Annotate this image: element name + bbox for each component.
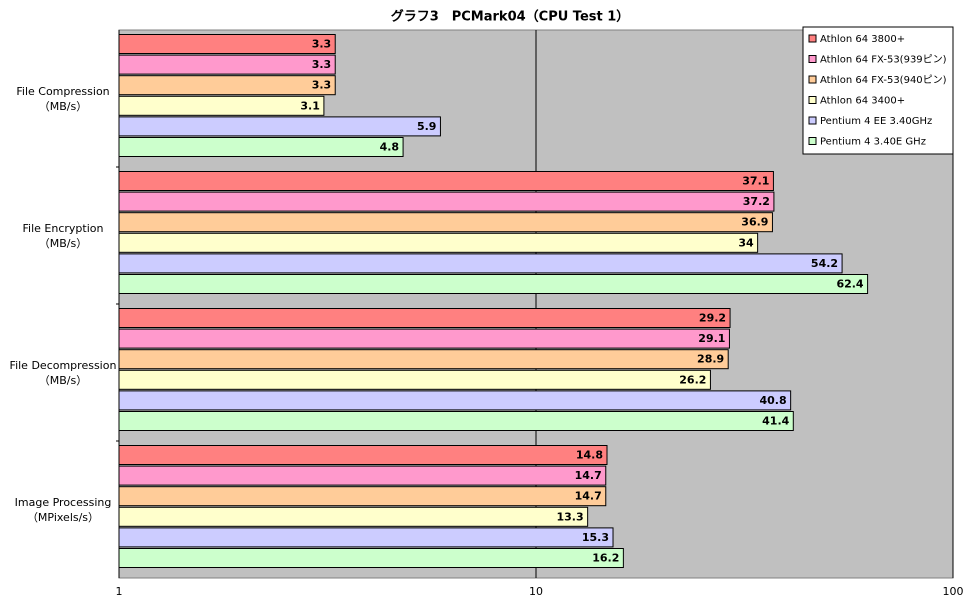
value-label: 26.2: [679, 373, 706, 386]
value-label: 3.3: [312, 58, 332, 71]
legend-swatch: [808, 116, 817, 125]
legend-label: Pentium 4 EE 3.40GHz: [820, 116, 932, 127]
value-label: 14.7: [575, 469, 602, 482]
category-label: Image Processing （MPixels/s）: [14, 495, 112, 524]
x-tick-label: 100: [943, 585, 964, 598]
bar: [118, 95, 325, 116]
bar: [118, 349, 729, 370]
x-tick-label: 1: [116, 585, 123, 598]
legend-box: [802, 26, 954, 155]
value-label: 34: [738, 236, 754, 249]
value-label: 4.8: [380, 141, 400, 154]
bar: [118, 54, 336, 75]
value-label: 3.1: [300, 99, 320, 112]
bar: [118, 137, 404, 157]
bar: [118, 548, 624, 568]
chart-title: グラフ3 PCMark04（CPU Test 1）: [391, 9, 630, 25]
category-label: File Encryption （MB/s）: [22, 221, 104, 250]
value-label: 62.4: [836, 278, 863, 291]
legend-label: Athlon 64 FX-53(940ピン): [820, 74, 947, 86]
category-label: File Decompression （MB/s）: [9, 358, 117, 387]
bar: [118, 445, 608, 465]
value-label: 36.9: [741, 216, 768, 229]
bar: [118, 253, 843, 274]
value-label: 37.2: [743, 195, 770, 208]
value-label: 29.1: [698, 332, 725, 345]
value-label: 41.4: [762, 415, 789, 428]
legend-label: Athlon 64 3800+: [820, 34, 905, 45]
value-label: 16.2: [592, 552, 619, 565]
x-tick-label: 10: [529, 585, 543, 598]
bar: [118, 34, 336, 54]
category-label: File Compression （MB/s）: [16, 84, 110, 113]
bar: [118, 527, 614, 548]
value-label: 54.2: [811, 257, 838, 270]
value-label: 3.3: [312, 79, 332, 92]
value-label: 37.1: [742, 175, 769, 188]
legend-swatch: [808, 96, 817, 104]
bar: [118, 308, 731, 328]
bar: [118, 191, 775, 212]
bar: [118, 232, 759, 253]
value-label: 5.9: [417, 120, 437, 133]
bar: [118, 116, 441, 137]
legend-swatch: [808, 34, 817, 43]
value-label: 28.9: [697, 353, 724, 366]
bar: [118, 486, 607, 507]
legend-swatch: [808, 75, 817, 84]
bar: [118, 390, 792, 411]
legend-swatch: [808, 55, 817, 63]
value-label: 13.3: [557, 510, 584, 523]
value-label: 14.7: [575, 490, 602, 503]
bar: [118, 465, 607, 486]
value-label: 14.8: [576, 449, 603, 462]
legend-label: Athlon 64 FX-53(939ピン): [820, 54, 947, 66]
bar: [118, 274, 869, 294]
legend-label: Athlon 64 3400+: [820, 96, 905, 107]
value-label: 40.8: [760, 394, 787, 407]
bar: [118, 506, 589, 527]
bar: [118, 171, 774, 191]
value-label: 29.2: [699, 312, 726, 325]
bar: [118, 75, 336, 96]
value-label: 15.3: [582, 531, 609, 544]
bar: [118, 411, 794, 431]
legend-swatch: [808, 137, 817, 145]
bar: [118, 328, 730, 349]
value-label: 3.3: [312, 38, 332, 51]
bar: [118, 212, 773, 233]
bar: [118, 369, 711, 390]
legend-label: Pentium 4 3.40E GHz: [820, 137, 926, 148]
